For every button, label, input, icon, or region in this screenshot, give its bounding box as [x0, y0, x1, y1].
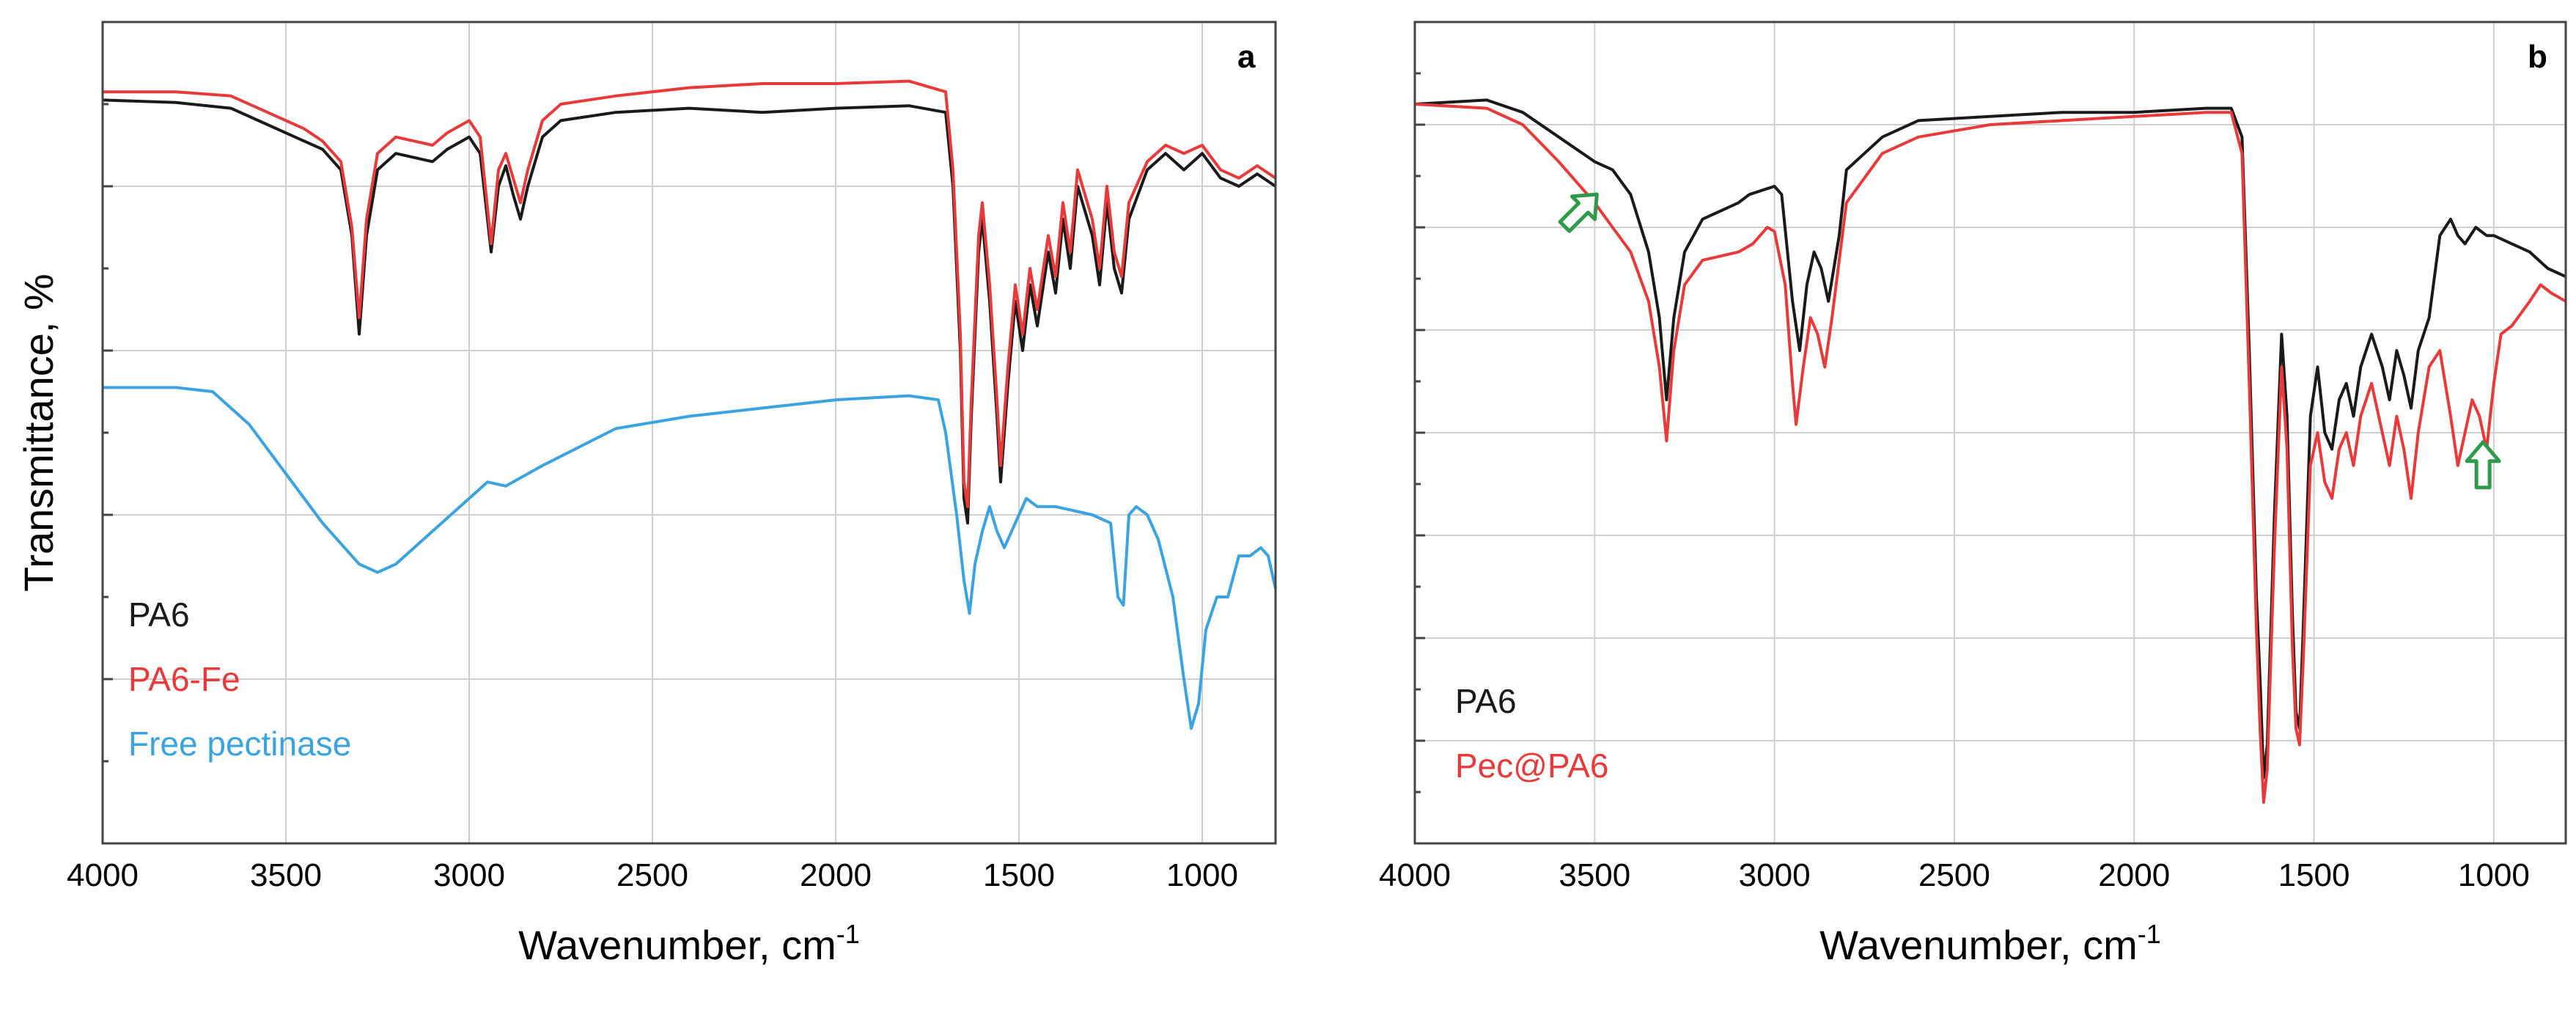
x-tick-label-a-3: 2500 — [617, 857, 688, 893]
x-tick-label-b-4: 2000 — [2098, 857, 2170, 893]
x-tick-label-a-4: 2000 — [800, 857, 872, 893]
arrow-annotation-b-1 — [2465, 440, 2501, 490]
y-axis-title-a: Transmittance, % — [15, 274, 62, 592]
x-tick-label-b-3: 2500 — [1918, 857, 1990, 893]
x-axis-title-a: Wavenumber, cm-1 — [518, 919, 860, 968]
x-tick-labels-a: 4000 3500 3000 2500 2000 1500 1000 — [67, 857, 1238, 893]
x-tick-label-a-1: 3500 — [250, 857, 322, 893]
series-layer-b — [1414, 98, 2566, 804]
chart-panel-b: 4000 3500 3000 2500 2000 1500 1000 b Wavenumbe… — [1379, 21, 2567, 968]
x-axis-title-b-sup: -1 — [2138, 919, 2161, 949]
x-axis-title-a-sup: -1 — [836, 919, 860, 949]
panel-label-a: a — [1237, 39, 1256, 75]
x-tick-labels-b: 4000 3500 3000 2500 2000 1500 1000 — [1379, 857, 2530, 893]
panel-label-b: b — [2528, 39, 2547, 75]
annotations-b — [1558, 192, 2501, 490]
grid-a — [102, 22, 1276, 843]
x-tick-label-a-0: 4000 — [67, 857, 139, 893]
x-axis-title-a-text: Wavenumber, cm — [518, 922, 836, 968]
ticks-a — [103, 103, 113, 763]
legend-a: PA6 PA6-Fe Free pectinase — [128, 596, 351, 763]
series-line-a-2 — [103, 386, 1277, 730]
ticks-b — [1415, 72, 1425, 794]
legend-entry-b-1: Pec@PA6 — [1455, 747, 1609, 785]
x-tick-label-a-6: 1000 — [1166, 857, 1238, 893]
x-tick-label-a-2: 3000 — [433, 857, 505, 893]
grid-b — [1414, 22, 2566, 843]
legend-entry-b-0: PA6 — [1455, 682, 1517, 720]
arrow-shape-b-1 — [2465, 440, 2501, 490]
x-axis-title-b-text: Wavenumber, cm — [1819, 922, 2138, 968]
x-tick-label-b-0: 4000 — [1379, 857, 1451, 893]
arrow-shape-b-0 — [1558, 192, 1599, 233]
series-layer-a — [102, 79, 1277, 730]
legend-entry-a-2: Free pectinase — [128, 725, 351, 763]
legend-b: PA6 Pec@PA6 — [1455, 682, 1609, 785]
x-tick-label-b-2: 3000 — [1739, 857, 1811, 893]
x-tick-label-b-5: 1500 — [2278, 857, 2350, 893]
series-line-b-1 — [1414, 103, 2566, 804]
x-tick-label-b-1: 3500 — [1559, 857, 1630, 893]
legend-entry-a-0: PA6 — [128, 596, 190, 634]
x-tick-label-a-5: 1500 — [983, 857, 1055, 893]
series-line-a-1 — [103, 79, 1277, 508]
x-tick-label-b-6: 1000 — [2458, 857, 2530, 893]
arrow-annotation-b-0 — [1558, 192, 1599, 233]
series-line-b-0 — [1414, 98, 2566, 780]
legend-entry-a-1: PA6-Fe — [128, 660, 240, 698]
chart-panel-a: 4000 3500 3000 2500 2000 1500 1000 a Wavenumbe… — [15, 21, 1277, 968]
x-axis-title-b: Wavenumber, cm-1 — [1819, 919, 2161, 968]
